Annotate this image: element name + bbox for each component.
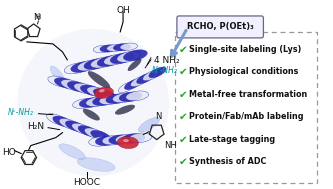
Ellipse shape bbox=[93, 96, 115, 106]
Ellipse shape bbox=[89, 137, 112, 146]
Text: Nᶜ-NH₂: Nᶜ-NH₂ bbox=[152, 66, 178, 75]
Ellipse shape bbox=[123, 139, 129, 142]
Ellipse shape bbox=[67, 81, 90, 92]
Text: H: H bbox=[36, 14, 41, 20]
Ellipse shape bbox=[61, 80, 83, 91]
Ellipse shape bbox=[48, 76, 70, 87]
Ellipse shape bbox=[47, 114, 67, 125]
Ellipse shape bbox=[113, 44, 131, 51]
Ellipse shape bbox=[87, 87, 109, 98]
Ellipse shape bbox=[109, 135, 132, 144]
Ellipse shape bbox=[85, 128, 105, 139]
Ellipse shape bbox=[117, 51, 141, 62]
Text: ✔: ✔ bbox=[179, 157, 187, 167]
Ellipse shape bbox=[126, 91, 149, 101]
Ellipse shape bbox=[125, 79, 142, 90]
Text: N: N bbox=[33, 13, 40, 22]
Text: Nᶜ-NH₂: Nᶜ-NH₂ bbox=[8, 108, 34, 117]
Text: H₂N: H₂N bbox=[27, 122, 44, 131]
Ellipse shape bbox=[66, 121, 86, 132]
Ellipse shape bbox=[113, 93, 135, 103]
Ellipse shape bbox=[104, 54, 128, 65]
Ellipse shape bbox=[83, 109, 100, 121]
Ellipse shape bbox=[53, 116, 73, 127]
Ellipse shape bbox=[59, 119, 80, 130]
Ellipse shape bbox=[106, 94, 129, 104]
Text: Synthesis of ADC: Synthesis of ADC bbox=[189, 157, 267, 166]
Text: Late-stage tagging: Late-stage tagging bbox=[189, 135, 275, 144]
Text: Physiological conditions: Physiological conditions bbox=[189, 67, 299, 76]
Text: ✔: ✔ bbox=[179, 67, 187, 77]
Ellipse shape bbox=[93, 45, 111, 53]
Ellipse shape bbox=[73, 99, 95, 108]
Ellipse shape bbox=[124, 50, 147, 61]
Ellipse shape bbox=[54, 78, 77, 89]
Ellipse shape bbox=[117, 137, 139, 149]
Ellipse shape bbox=[84, 59, 108, 70]
Ellipse shape bbox=[102, 136, 125, 145]
FancyArrowPatch shape bbox=[171, 30, 186, 57]
Text: NH: NH bbox=[165, 141, 177, 150]
Ellipse shape bbox=[94, 87, 113, 98]
Ellipse shape bbox=[120, 43, 138, 50]
Text: 4 NH₂: 4 NH₂ bbox=[154, 56, 179, 65]
Ellipse shape bbox=[91, 57, 114, 68]
Text: N: N bbox=[156, 112, 162, 121]
Ellipse shape bbox=[129, 133, 152, 143]
Ellipse shape bbox=[110, 53, 134, 64]
Ellipse shape bbox=[119, 92, 142, 102]
Ellipse shape bbox=[74, 83, 96, 94]
Ellipse shape bbox=[93, 89, 116, 100]
Ellipse shape bbox=[143, 70, 160, 81]
Ellipse shape bbox=[71, 61, 95, 72]
Ellipse shape bbox=[149, 67, 166, 78]
Ellipse shape bbox=[50, 66, 65, 84]
Ellipse shape bbox=[79, 98, 102, 108]
Ellipse shape bbox=[107, 44, 124, 52]
Text: ✔: ✔ bbox=[179, 90, 187, 100]
FancyBboxPatch shape bbox=[177, 16, 263, 38]
Text: RCHO, P(OEt)₃: RCHO, P(OEt)₃ bbox=[187, 22, 253, 31]
Ellipse shape bbox=[99, 89, 105, 92]
Ellipse shape bbox=[95, 136, 118, 146]
Ellipse shape bbox=[139, 117, 160, 132]
Ellipse shape bbox=[131, 76, 148, 87]
Text: ✔: ✔ bbox=[179, 112, 187, 122]
Ellipse shape bbox=[128, 59, 142, 71]
Ellipse shape bbox=[88, 71, 110, 88]
Ellipse shape bbox=[122, 134, 145, 143]
Ellipse shape bbox=[80, 85, 103, 96]
Text: OH: OH bbox=[116, 6, 130, 15]
Ellipse shape bbox=[72, 123, 92, 134]
Ellipse shape bbox=[116, 134, 138, 144]
Ellipse shape bbox=[100, 45, 118, 52]
Ellipse shape bbox=[59, 144, 85, 159]
Text: Metal-free transformation: Metal-free transformation bbox=[189, 90, 308, 99]
Ellipse shape bbox=[86, 97, 109, 107]
Bar bbox=[175, 32, 317, 184]
Ellipse shape bbox=[78, 126, 99, 137]
Text: HO: HO bbox=[2, 148, 16, 156]
Text: ✔: ✔ bbox=[179, 45, 187, 55]
Ellipse shape bbox=[64, 63, 88, 74]
Text: ✔: ✔ bbox=[179, 135, 187, 145]
Text: HOOC: HOOC bbox=[73, 177, 100, 187]
Text: Protein/Fab/mAb labeling: Protein/Fab/mAb labeling bbox=[189, 112, 304, 121]
Ellipse shape bbox=[118, 82, 136, 93]
Ellipse shape bbox=[137, 73, 154, 84]
Ellipse shape bbox=[77, 158, 115, 171]
Ellipse shape bbox=[17, 29, 169, 177]
Ellipse shape bbox=[91, 130, 111, 142]
Ellipse shape bbox=[99, 95, 122, 105]
Ellipse shape bbox=[77, 60, 101, 71]
Text: Single-site labeling (Lys): Single-site labeling (Lys) bbox=[189, 45, 302, 54]
Ellipse shape bbox=[97, 56, 121, 67]
Ellipse shape bbox=[115, 105, 135, 115]
